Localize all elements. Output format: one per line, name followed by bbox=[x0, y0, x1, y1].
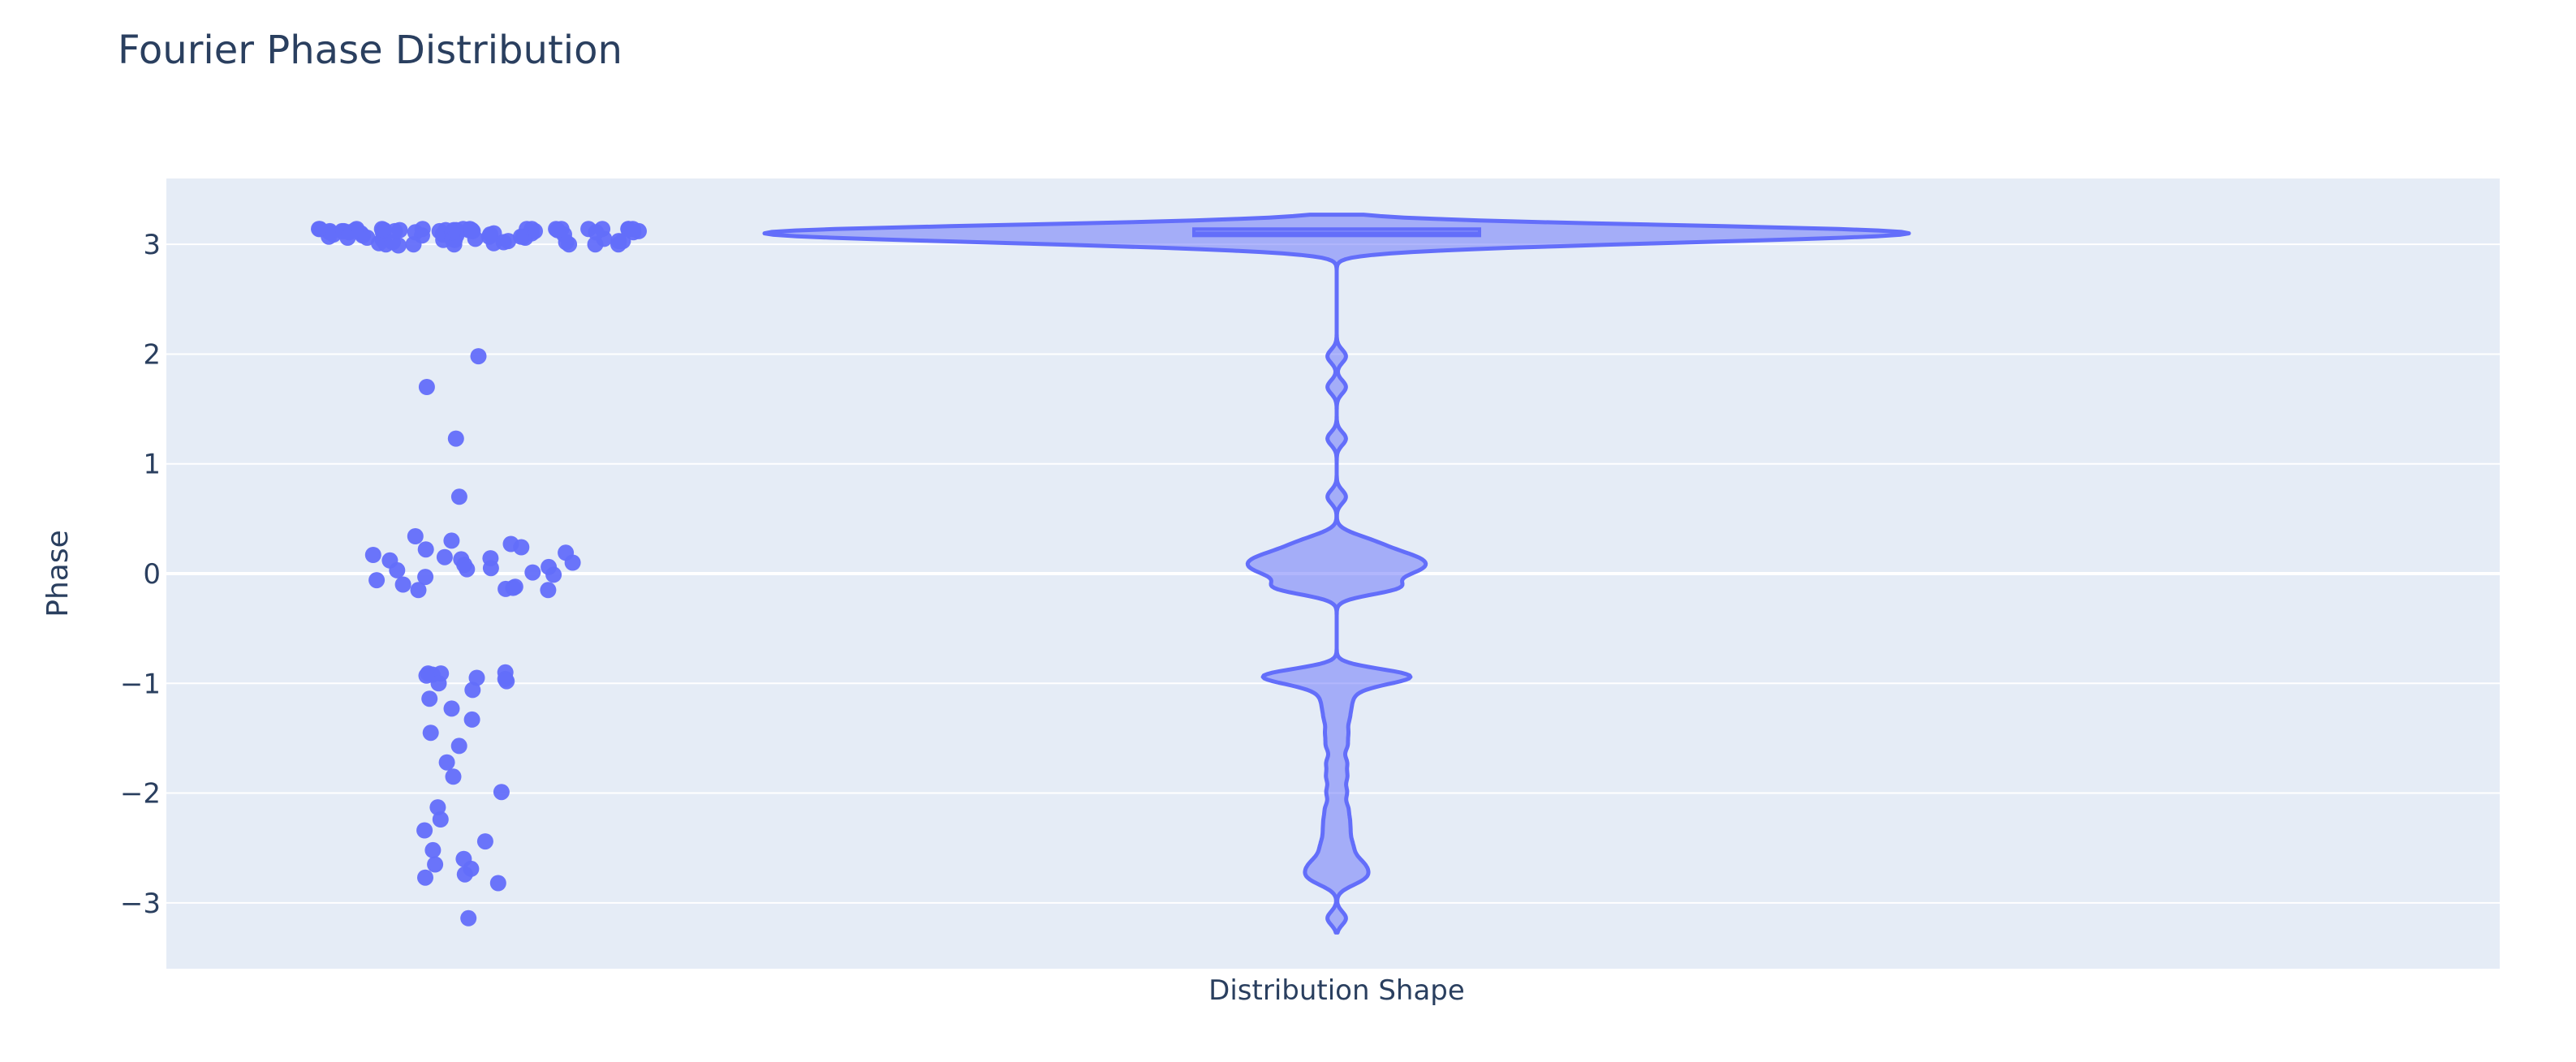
data-point bbox=[339, 230, 356, 246]
data-point bbox=[417, 869, 433, 886]
data-point bbox=[463, 711, 480, 728]
data-point bbox=[540, 582, 557, 599]
data-point bbox=[498, 580, 515, 597]
data-point bbox=[444, 224, 461, 241]
data-point bbox=[470, 348, 487, 365]
data-point bbox=[588, 224, 605, 241]
x-axis-ticks: Distribution Shape bbox=[1208, 974, 1465, 1007]
data-point bbox=[432, 811, 449, 828]
data-point bbox=[512, 228, 529, 245]
y-tick-label: −2 bbox=[120, 778, 161, 810]
data-point bbox=[386, 222, 403, 239]
data-point bbox=[311, 221, 327, 238]
data-point bbox=[407, 528, 424, 544]
y-axis-ticks: −3 −2 −1 0 1 2 3 bbox=[120, 229, 161, 920]
data-point bbox=[436, 548, 453, 565]
data-point bbox=[587, 236, 604, 253]
data-point bbox=[456, 866, 473, 883]
data-point bbox=[427, 856, 444, 873]
data-point bbox=[445, 768, 462, 785]
data-point bbox=[498, 673, 515, 690]
data-point bbox=[417, 541, 434, 558]
data-point bbox=[424, 841, 442, 858]
data-point bbox=[476, 833, 493, 850]
data-point bbox=[418, 667, 435, 684]
data-point bbox=[422, 724, 439, 742]
data-point bbox=[438, 754, 455, 771]
data-point bbox=[549, 221, 566, 239]
data-point bbox=[325, 226, 342, 243]
data-point bbox=[443, 700, 460, 717]
data-point bbox=[500, 233, 517, 250]
y-tick-label: 2 bbox=[143, 338, 161, 371]
data-point bbox=[429, 799, 446, 816]
y-tick-label: 1 bbox=[143, 449, 161, 481]
data-point bbox=[418, 379, 435, 395]
chart-title: Fourier Phase Distribution bbox=[118, 28, 622, 73]
data-point bbox=[405, 236, 422, 253]
y-tick-label: −1 bbox=[120, 668, 161, 700]
data-point bbox=[460, 909, 477, 927]
data-point bbox=[410, 582, 427, 599]
y-axis-label: Phase bbox=[41, 530, 75, 617]
data-point bbox=[482, 560, 499, 577]
violin-shape bbox=[762, 213, 1911, 935]
data-point bbox=[389, 561, 406, 578]
data-point bbox=[524, 564, 541, 581]
y-tick-label: −3 bbox=[120, 888, 161, 920]
data-point bbox=[371, 234, 387, 252]
data-point bbox=[513, 539, 530, 556]
data-point bbox=[443, 532, 460, 549]
data-point bbox=[493, 784, 510, 801]
data-point bbox=[447, 430, 464, 447]
data-point bbox=[463, 221, 480, 239]
data-point bbox=[450, 737, 467, 755]
data-point bbox=[480, 228, 498, 245]
data-point bbox=[417, 569, 434, 586]
x-tick-label: Distribution Shape bbox=[1208, 974, 1465, 1007]
violin-series bbox=[762, 213, 1911, 935]
data-point bbox=[564, 554, 581, 571]
y-tick-label: 0 bbox=[143, 558, 161, 591]
data-point bbox=[624, 221, 641, 238]
data-point bbox=[459, 561, 476, 578]
y-tick-label: 3 bbox=[143, 229, 161, 261]
data-point bbox=[545, 566, 562, 583]
data-point bbox=[416, 822, 433, 839]
data-point bbox=[489, 875, 506, 892]
data-point bbox=[464, 681, 481, 699]
data-point bbox=[368, 572, 386, 589]
data-point bbox=[421, 690, 438, 707]
data-points bbox=[311, 221, 647, 927]
data-point bbox=[394, 576, 411, 593]
data-point bbox=[450, 488, 467, 505]
data-point bbox=[610, 233, 627, 250]
data-point bbox=[364, 547, 381, 563]
data-point bbox=[430, 675, 447, 692]
